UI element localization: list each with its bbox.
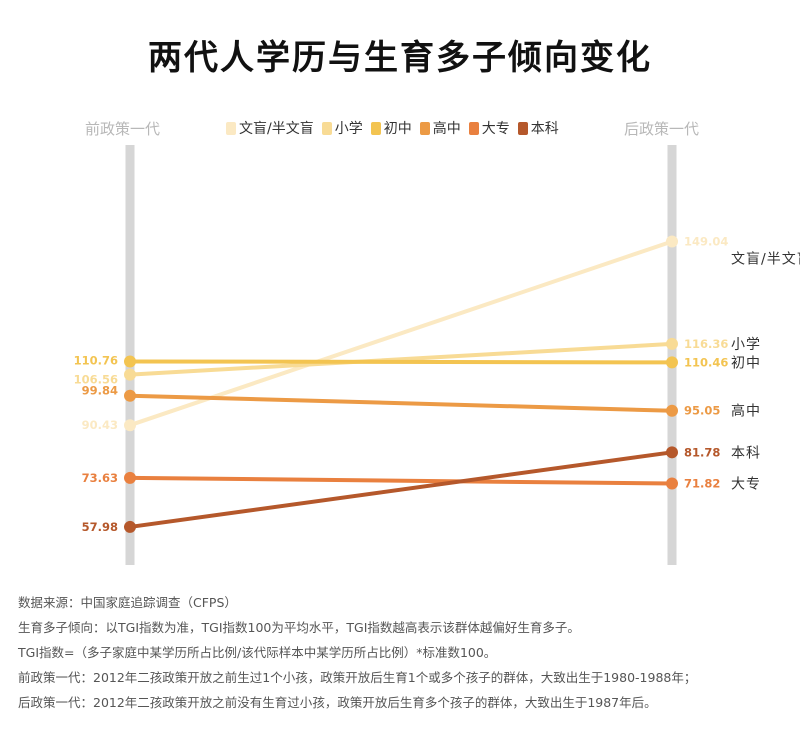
legend-swatch xyxy=(321,121,332,135)
legend-item: 文盲/半文盲 xyxy=(226,118,314,138)
data-point xyxy=(124,389,136,402)
legend-label: 文盲/半文盲 xyxy=(239,121,314,137)
legend-label: 小学 xyxy=(334,121,363,137)
note-source: 数据来源：中国家庭追踪调查（CFPS） xyxy=(18,595,237,610)
series-name-label: 初中 xyxy=(731,354,761,371)
legend-item: 小学 xyxy=(321,118,363,138)
data-point xyxy=(666,404,678,417)
data-point xyxy=(666,235,678,248)
left-value-label: 90.43 xyxy=(82,418,118,432)
data-point xyxy=(124,419,136,432)
left-value-label: 73.63 xyxy=(82,471,118,485)
slope-chart: 90.43 106.56 110.76 99.84 73.63 57.98 149.04文盲… xyxy=(74,145,800,565)
left-column-label: 前政策一代 xyxy=(85,120,161,138)
series-line xyxy=(128,341,674,377)
data-point xyxy=(124,368,136,381)
legend-item: 高中 xyxy=(419,118,461,138)
chart-title: 两代人学历与生育多子倾向变化 xyxy=(148,38,652,78)
data-point xyxy=(666,356,678,369)
legend-item: 大专 xyxy=(468,118,510,138)
data-point xyxy=(666,337,678,350)
data-point xyxy=(124,520,136,533)
legend-swatch xyxy=(468,121,479,135)
series-line xyxy=(128,239,674,428)
legend-label: 大专 xyxy=(481,121,510,137)
legend-swatch xyxy=(370,121,381,135)
right-value-label: 149.04 xyxy=(684,234,728,248)
right-axis-bar xyxy=(667,145,677,565)
right-value-label: 71.82 xyxy=(684,477,720,491)
right-value-label: 116.36 xyxy=(684,337,728,351)
series-line xyxy=(128,359,674,365)
left-value-label: 110.76 xyxy=(74,353,118,367)
series-name-label: 文盲/半文盲 xyxy=(731,250,800,267)
series-name-label: 大专 xyxy=(731,477,761,493)
left-value-label: 106.56 xyxy=(74,373,118,387)
footnotes: 数据来源：中国家庭追踪调查（CFPS） 生育多子倾向：以TGI指数为准，TGI指… xyxy=(18,590,788,715)
left-value-label: 99.84 xyxy=(82,384,118,398)
legend: 文盲/半文盲 小学 初中 高中 大专 本科 xyxy=(226,118,559,138)
legend-swatch xyxy=(226,121,236,135)
legend-item: 初中 xyxy=(370,118,412,138)
note-pre-policy: 前政策一代：2012年二孩政策开放之前生过1个小孩，政策开放后生育1个或多个孩子… xyxy=(18,670,697,685)
data-point xyxy=(124,355,136,368)
left-axis-bar xyxy=(125,145,135,565)
legend-label: 高中 xyxy=(432,121,461,137)
series-name-label: 本科 xyxy=(731,445,761,461)
legend-swatch xyxy=(517,121,528,135)
series-line xyxy=(128,450,674,529)
legend-label: 本科 xyxy=(530,121,559,137)
note-post-policy: 后政策一代：2012年二孩政策开放之前没有生育过小孩，政策开放后生育多个孩子的群… xyxy=(18,695,657,710)
note-definition: 生育多子倾向：以TGI指数为准，TGI指数100为平均水平，TGI指数越高表示该… xyxy=(18,620,580,635)
right-column-label: 后政策一代 xyxy=(624,120,700,138)
data-point xyxy=(666,477,678,490)
right-value-label: 110.46 xyxy=(684,355,728,369)
data-point xyxy=(124,471,136,484)
right-value-label: 95.05 xyxy=(684,404,720,418)
series-name-label: 高中 xyxy=(731,403,761,420)
series-name-label: 小学 xyxy=(731,337,761,353)
legend-swatch xyxy=(419,121,430,135)
data-point xyxy=(666,446,678,459)
left-value-label: 57.98 xyxy=(82,520,118,534)
right-value-label: 81.78 xyxy=(684,445,720,459)
legend-item: 本科 xyxy=(517,118,559,138)
note-formula: TGI指数=（多子家庭中某学历所占比例/该代际样本中某学历所占比例）*标准数10… xyxy=(18,645,497,660)
series-line xyxy=(128,475,674,486)
legend-label: 初中 xyxy=(383,121,412,137)
series-line xyxy=(128,393,674,413)
